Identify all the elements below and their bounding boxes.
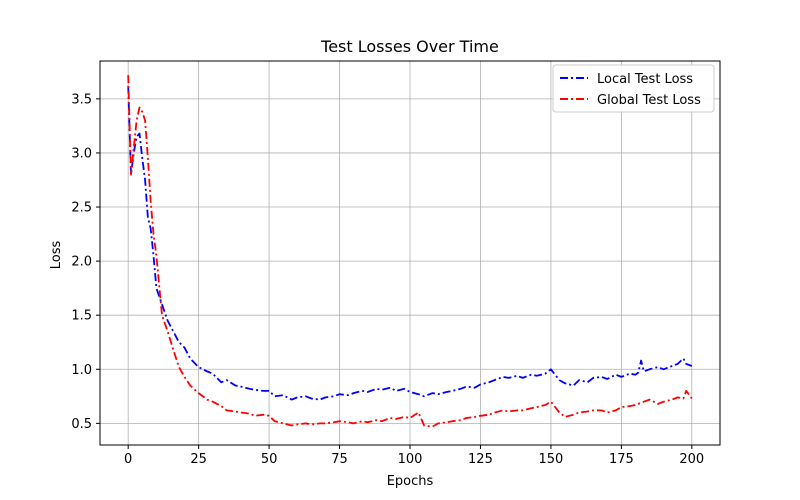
x-axis-label: Epochs [387,474,434,489]
y-tick-label: 3.0 [71,146,92,161]
series-line-global [127,75,693,428]
grid-lines [100,61,720,445]
x-tick-label: 50 [261,452,278,467]
x-tick-label: 100 [398,452,423,467]
y-tick-label: 1.5 [71,309,92,324]
x-tick-label: 25 [190,452,207,467]
y-axis-ticks: 0.5 1.0 1.5 2.0 2.5 3.0 3.5 [71,92,100,432]
x-tick-label: 200 [679,452,704,467]
chart-title: Test Losses Over Time [320,37,499,56]
y-tick-label: 1.0 [71,363,92,378]
legend-box [552,64,715,113]
x-tick-label: 175 [609,452,634,467]
y-tick-label: 2.5 [71,201,92,216]
x-axis-ticks: 0 25 50 75 100 125 150 175 200 [124,445,704,467]
x-tick-label: 125 [468,452,493,467]
series-layer [127,75,693,428]
y-axis-label: Loss [49,241,64,270]
x-tick-label: 0 [124,452,132,467]
x-tick-label: 150 [538,452,563,467]
legend-label-local: Local Test Loss [597,72,693,87]
y-tick-label: 2.0 [71,255,92,270]
legend: Local Test Loss Global Test Loss [552,64,715,113]
x-tick-label: 75 [331,452,348,467]
series-line-local [127,85,693,401]
y-tick-label: 3.5 [71,92,92,107]
legend-label-global: Global Test Loss [597,93,701,108]
y-tick-label: 0.5 [71,417,92,432]
